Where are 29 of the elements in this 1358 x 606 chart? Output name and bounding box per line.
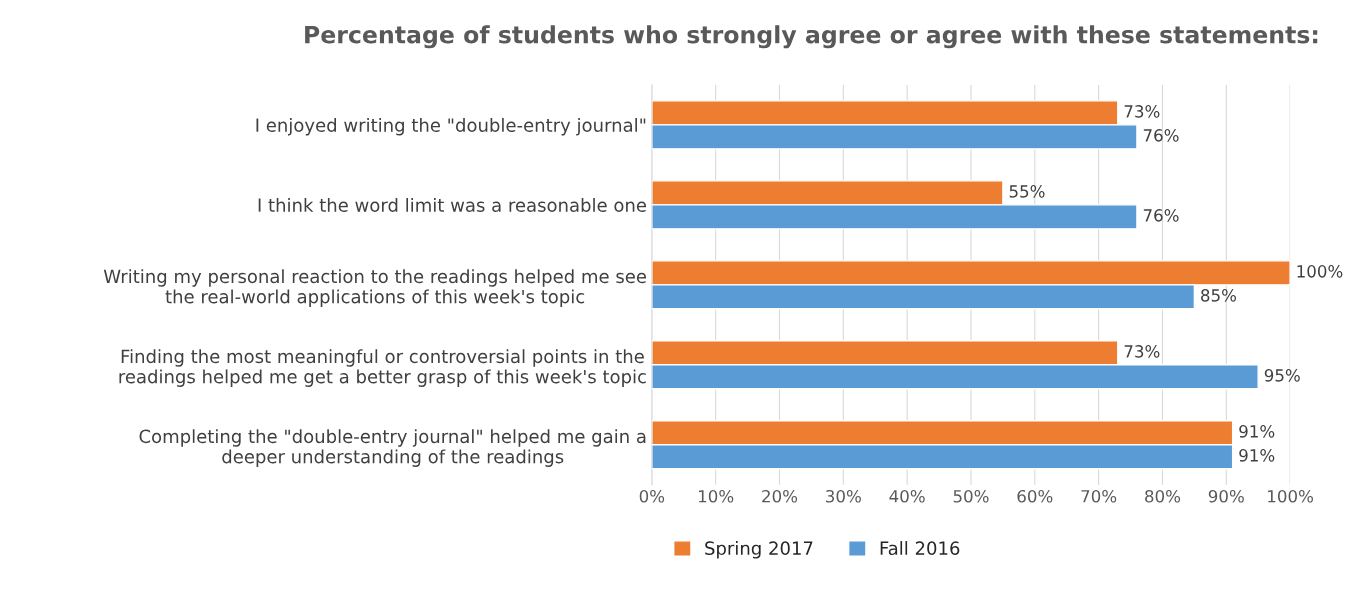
x-tick-label: 20% [762,489,798,503]
y-tick-label: Completing the "double-entry journal" helped me gain a deeper understanding of the readings [139,429,646,467]
data-label: 95% [1264,369,1300,382]
data-label: 73% [1124,105,1160,118]
data-label: 91% [1239,425,1275,438]
y-tick-label: Finding the most meaningful or controversial points in the readings helped me get a better grasp of this week's topic [119,349,646,387]
legend-label: Spring 2017 [705,541,813,559]
x-tick-label: 50% [953,489,989,503]
x-tick-label: 10% [698,489,734,503]
data-label: 85% [1201,289,1237,302]
x-tick-label: 70% [1081,489,1117,503]
data-label: 76% [1143,209,1179,222]
data-label: 100% [1297,265,1343,278]
x-tick-label: 90% [1208,489,1244,503]
legend-label: Fall 2016 [880,541,960,556]
chart-title: Percentage of students who strongly agree or agree with these statements: [305,25,1318,49]
data-label: 73% [1124,345,1160,358]
data-label: 55% [1009,185,1045,198]
x-tick-label: 40% [889,489,925,503]
y-tick-label: Writing my personal reaction to the readings helped me see the real-world applications of this week's topic [103,269,647,307]
y-tick-label: I think the word limit was a reasonable one [258,197,647,212]
x-tick-label: 100% [1268,489,1313,503]
y-tick-label: I enjoyed writing the "double-entry journal" [256,117,646,136]
data-label: 91% [1239,449,1275,462]
x-tick-label: 60% [1017,489,1053,503]
data-label: 76% [1143,129,1179,142]
x-tick-label: 30% [826,489,861,503]
x-tick-label: 80% [1145,489,1181,503]
x-tick-label: 0% [639,489,665,503]
